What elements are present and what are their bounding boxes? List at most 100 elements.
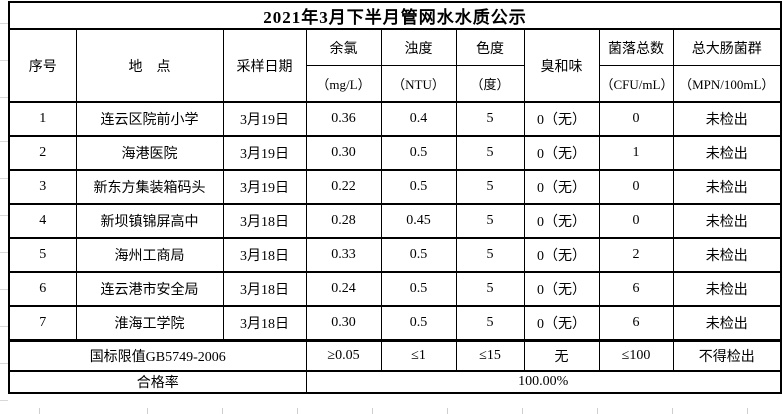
cell-date: 3月18日 bbox=[222, 237, 307, 273]
cell-colony: 0 bbox=[598, 169, 674, 205]
cell-chlorine: 0.30 bbox=[305, 135, 382, 171]
cell-turbidity: 0.5 bbox=[380, 237, 457, 273]
cell-date: 3月18日 bbox=[222, 203, 307, 239]
table-title: 2021年3月下半月管网水水质公示 bbox=[8, 1, 782, 30]
cell-date: 3月19日 bbox=[222, 169, 307, 205]
cell-coliform: 未检出 bbox=[672, 271, 782, 307]
table-row: 5 海州工商局 3月18日 0.33 0.5 5 0（无） 2 未检出 bbox=[8, 237, 782, 273]
header-location: 地 点 bbox=[75, 28, 224, 103]
cell-color: 5 bbox=[455, 203, 525, 239]
cell-location: 海港医院 bbox=[75, 135, 224, 171]
cell-color: 5 bbox=[455, 271, 525, 307]
cell-coliform: 未检出 bbox=[672, 203, 782, 239]
header-chlorine: 余氯 bbox=[305, 28, 382, 66]
cell-odor: 0（无） bbox=[523, 203, 600, 239]
unit-coliform: （MPN/100mL） bbox=[672, 65, 782, 103]
cell-odor: 0（无） bbox=[523, 169, 600, 205]
limit-colony: ≤100 bbox=[598, 338, 674, 371]
cell-location: 连云区院前小学 bbox=[75, 101, 224, 137]
cell-no: 7 bbox=[8, 305, 77, 341]
cell-turbidity: 0.5 bbox=[380, 135, 457, 171]
cell-chlorine: 0.36 bbox=[305, 101, 382, 137]
cell-colony: 0 bbox=[598, 203, 674, 239]
cell-colony: 6 bbox=[598, 305, 674, 341]
header-color: 色度 bbox=[455, 28, 525, 66]
cell-odor: 0（无） bbox=[523, 101, 600, 137]
header-colony: 菌落总数 bbox=[598, 28, 674, 66]
cell-odor: 0（无） bbox=[523, 305, 600, 341]
header-date: 采样日期 bbox=[222, 28, 307, 103]
cell-color: 5 bbox=[455, 169, 525, 205]
cell-coliform: 未检出 bbox=[672, 169, 782, 205]
cell-date: 3月19日 bbox=[222, 101, 307, 137]
header-row-units: （mg/L） （NTU） （度） （CFU/mL） （MPN/100mL） bbox=[9, 65, 782, 103]
table-row: 3 新东方集装箱码头 3月19日 0.22 0.5 5 0（无） 0 未检出 bbox=[8, 169, 782, 205]
cell-turbidity: 0.5 bbox=[380, 169, 457, 205]
cell-color: 5 bbox=[455, 305, 525, 341]
header-turbidity: 浊度 bbox=[380, 28, 457, 66]
sheet-gridlines-strip bbox=[0, 408, 783, 414]
cell-location: 连云港市安全局 bbox=[75, 271, 224, 307]
cell-date: 3月18日 bbox=[222, 305, 307, 341]
limits-row: 国标限值GB5749-2006 ≥0.05 ≤1 ≤15 无 ≤100 不得检出 bbox=[8, 338, 782, 371]
cell-odor: 0（无） bbox=[523, 237, 600, 273]
table-row: 7 淮海工学院 3月18日 0.30 0.5 5 0（无） 6 未检出 bbox=[8, 305, 782, 341]
cell-coliform: 未检出 bbox=[672, 101, 782, 137]
water-quality-table: 2021年3月下半月管网水水质公示 序号 地 点 采样日期 余氯 浊度 色度 臭… bbox=[8, 1, 783, 394]
cell-location: 新东方集装箱码头 bbox=[75, 169, 224, 205]
cell-turbidity: 0.4 bbox=[380, 101, 457, 137]
cell-chlorine: 0.30 bbox=[305, 305, 382, 341]
cell-coliform: 未检出 bbox=[672, 237, 782, 273]
cell-no: 2 bbox=[8, 135, 77, 171]
cell-odor: 0（无） bbox=[523, 271, 600, 307]
unit-colony: （CFU/mL） bbox=[598, 65, 674, 103]
header-odor: 臭和味 bbox=[523, 28, 600, 103]
unit-color: （度） bbox=[455, 65, 525, 103]
cell-colony: 0 bbox=[598, 101, 674, 137]
cell-turbidity: 0.45 bbox=[380, 203, 457, 239]
cell-location: 新坝镇锦屏高中 bbox=[75, 203, 224, 239]
cell-coliform: 未检出 bbox=[672, 135, 782, 171]
pass-rate-row: 合格率 100.00% bbox=[8, 369, 782, 393]
cell-color: 5 bbox=[455, 135, 525, 171]
table-row: 4 新坝镇锦屏高中 3月18日 0.28 0.45 5 0（无） 0 未检出 bbox=[8, 203, 782, 239]
table-row: 2 海港医院 3月19日 0.30 0.5 5 0（无） 1 未检出 bbox=[8, 135, 782, 171]
cell-color: 5 bbox=[455, 237, 525, 273]
limit-turbidity: ≤1 bbox=[380, 338, 457, 371]
cell-color: 5 bbox=[455, 101, 525, 137]
cell-coliform: 未检出 bbox=[672, 305, 782, 341]
limit-coliform: 不得检出 bbox=[672, 338, 782, 371]
table-row: 1 连云区院前小学 3月19日 0.36 0.4 5 0（无） 0 未检出 bbox=[8, 101, 782, 137]
cell-no: 5 bbox=[8, 237, 77, 273]
cell-date: 3月19日 bbox=[222, 135, 307, 171]
unit-turbidity: （NTU） bbox=[380, 65, 457, 103]
limits-label: 国标限值GB5749-2006 bbox=[8, 338, 307, 371]
table-body: 1 连云区院前小学 3月19日 0.36 0.4 5 0（无） 0 未检出 2 海港医院 3月19日 0… bbox=[8, 101, 782, 341]
header-no: 序号 bbox=[8, 28, 77, 103]
cell-odor: 0（无） bbox=[523, 135, 600, 171]
cell-turbidity: 0.5 bbox=[380, 305, 457, 341]
title-row: 2021年3月下半月管网水水质公示 bbox=[8, 1, 782, 30]
sheet-left-gutter bbox=[0, 0, 8, 414]
cell-no: 3 bbox=[8, 169, 77, 205]
cell-chlorine: 0.22 bbox=[305, 169, 382, 205]
pass-rate-value: 100.00% bbox=[305, 369, 782, 393]
cell-chlorine: 0.33 bbox=[305, 237, 382, 273]
cell-colony: 1 bbox=[598, 135, 674, 171]
cell-location: 海州工商局 bbox=[75, 237, 224, 273]
cell-no: 4 bbox=[8, 203, 77, 239]
limit-chlorine: ≥0.05 bbox=[305, 338, 382, 371]
header-row-labels: 序号 地 点 采样日期 余氯 浊度 色度 臭和味 菌落总数 总大肠菌群 bbox=[8, 28, 782, 103]
cell-location: 淮海工学院 bbox=[75, 305, 224, 341]
cell-colony: 2 bbox=[598, 237, 674, 273]
unit-chlorine: （mg/L） bbox=[305, 65, 382, 103]
pass-rate-label: 合格率 bbox=[8, 369, 307, 393]
cell-turbidity: 0.5 bbox=[380, 271, 457, 307]
header-coliform: 总大肠菌群 bbox=[672, 28, 782, 66]
cell-colony: 6 bbox=[598, 271, 674, 307]
table-row: 6 连云港市安全局 3月18日 0.24 0.5 5 0（无） 6 未检出 bbox=[8, 271, 782, 307]
cell-chlorine: 0.24 bbox=[305, 271, 382, 307]
cell-chlorine: 0.28 bbox=[305, 203, 382, 239]
limit-odor: 无 bbox=[523, 338, 600, 371]
